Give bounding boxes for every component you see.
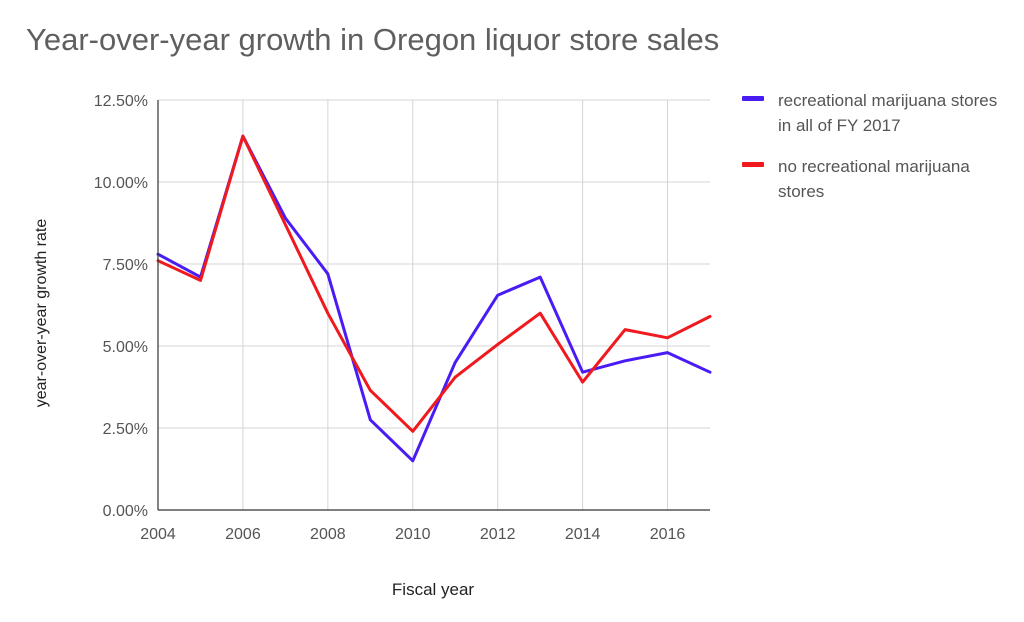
x-axis-label: Fiscal year (391, 580, 475, 599)
y-tick-label: 10.00% (94, 175, 148, 192)
y-axis-label: year-over-year growth rate (33, 218, 50, 408)
legend-entry-no-recreational-stores: no recreational marijuana stores (742, 154, 1012, 220)
y-tick-label: 7.50% (103, 257, 148, 274)
series-lines (156, 134, 712, 463)
x-tick-label: 2004 (140, 526, 176, 543)
series-line-no-recreational-stores (156, 134, 712, 433)
x-tick-label: 2014 (565, 526, 601, 543)
legend-swatch-no-recreational-stores (742, 162, 764, 167)
y-tick-label: 2.50% (103, 421, 148, 438)
axes (157, 100, 710, 511)
y-tick-label: 5.00% (103, 339, 148, 356)
gridlines (158, 99, 710, 510)
legend-label-no-recreational-stores: no recreational marijuana stores (778, 157, 970, 201)
legend-entry-recreational-stores: recreational marijuana stores in all of … (742, 88, 1012, 154)
legend: recreational marijuana stores in all of … (742, 88, 1012, 220)
x-tick-label: 2006 (225, 526, 261, 543)
x-tick-label: 2016 (650, 526, 686, 543)
legend-label-recreational-stores: recreational marijuana stores in all of … (778, 91, 998, 135)
legend-swatch-recreational-stores (742, 96, 764, 101)
y-tick-label: 0.00% (103, 503, 148, 520)
tick-labels: 0.00% 2.50% 5.00% 7.50% 10.00% 12.50% 2004 2006… (94, 93, 686, 543)
series-line-recreational-stores (156, 134, 712, 463)
y-tick-label: 12.50% (94, 93, 148, 110)
x-tick-label: 2010 (395, 526, 431, 543)
x-tick-label: 2008 (310, 526, 346, 543)
chart-title: Year-over-year growth in Oregon liquor s… (26, 22, 720, 57)
x-tick-label: 2012 (480, 526, 516, 543)
